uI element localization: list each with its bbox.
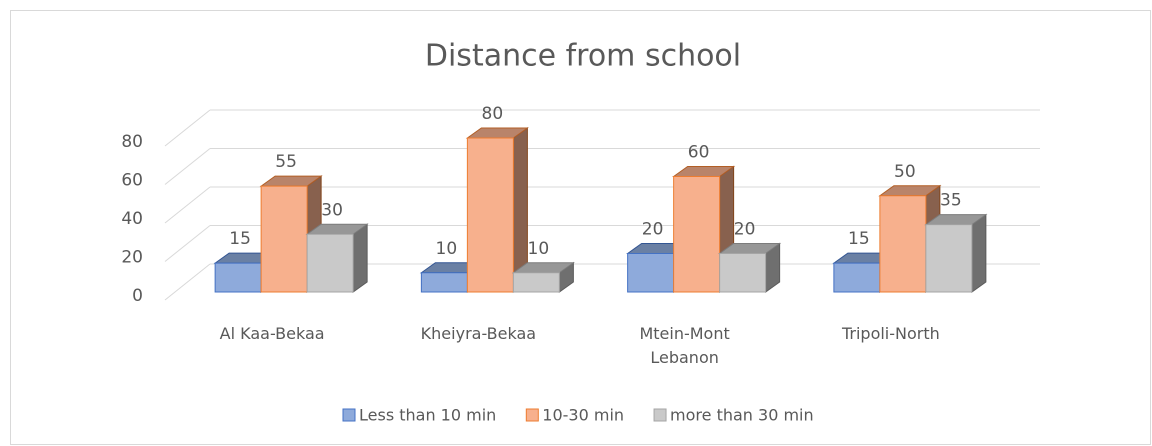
grid-line	[164, 263, 211, 301]
data-label: 20	[734, 220, 756, 240]
legend-label: more than 30 min	[670, 406, 814, 425]
bar-front	[466, 137, 514, 293]
chart-title: Distance from school	[425, 39, 741, 74]
y-tick-label: 0	[132, 286, 143, 306]
legend-swatch	[525, 408, 539, 422]
bar	[511, 261, 575, 293]
bar-front	[719, 253, 767, 293]
data-label: 60	[688, 143, 710, 163]
data-label: 80	[482, 104, 504, 124]
bar-side	[352, 223, 368, 293]
bar-side	[971, 213, 987, 293]
legend-swatch	[653, 408, 667, 422]
data-label: 15	[229, 229, 251, 249]
y-tick-label: 40	[121, 209, 143, 229]
bar-front	[512, 272, 560, 293]
bar-front	[879, 195, 927, 293]
bar	[305, 223, 369, 293]
y-tick-label: 80	[121, 132, 143, 152]
data-label: 55	[275, 152, 297, 172]
bar-front	[420, 272, 468, 293]
grid-line	[164, 148, 211, 185]
bar-front	[306, 233, 354, 293]
bar-front	[627, 253, 675, 293]
bar-front	[673, 176, 721, 293]
grid-line	[164, 186, 211, 224]
bar-front	[925, 224, 973, 293]
data-label: 35	[940, 191, 962, 211]
data-label: 50	[894, 162, 916, 182]
data-label: 10	[528, 239, 550, 259]
x-tick-label: Kheiyra-Bekaa	[420, 324, 537, 343]
data-label: 10	[436, 239, 458, 259]
bar	[924, 213, 988, 293]
grid-line	[164, 109, 211, 147]
legend-label: 10-30 min	[542, 406, 624, 425]
data-label: 30	[321, 200, 343, 220]
legend-label: Less than 10 min	[359, 406, 496, 425]
bar	[465, 127, 529, 293]
bar	[718, 242, 782, 293]
data-label: 20	[642, 220, 664, 240]
grid-line	[164, 225, 211, 262]
x-tick-label: Mtein-Mont Lebanon	[639, 324, 730, 367]
legend-swatch	[342, 408, 356, 422]
y-tick-label: 20	[121, 248, 143, 268]
bar-front	[214, 262, 262, 293]
bar-front	[833, 262, 881, 293]
bar-front	[260, 185, 308, 293]
data-label: 15	[848, 229, 870, 249]
x-tick-label: Al Kaa-Bekaa	[219, 324, 325, 343]
x-tick-label: Tripoli-North	[841, 324, 940, 343]
y-tick-label: 60	[121, 171, 143, 191]
